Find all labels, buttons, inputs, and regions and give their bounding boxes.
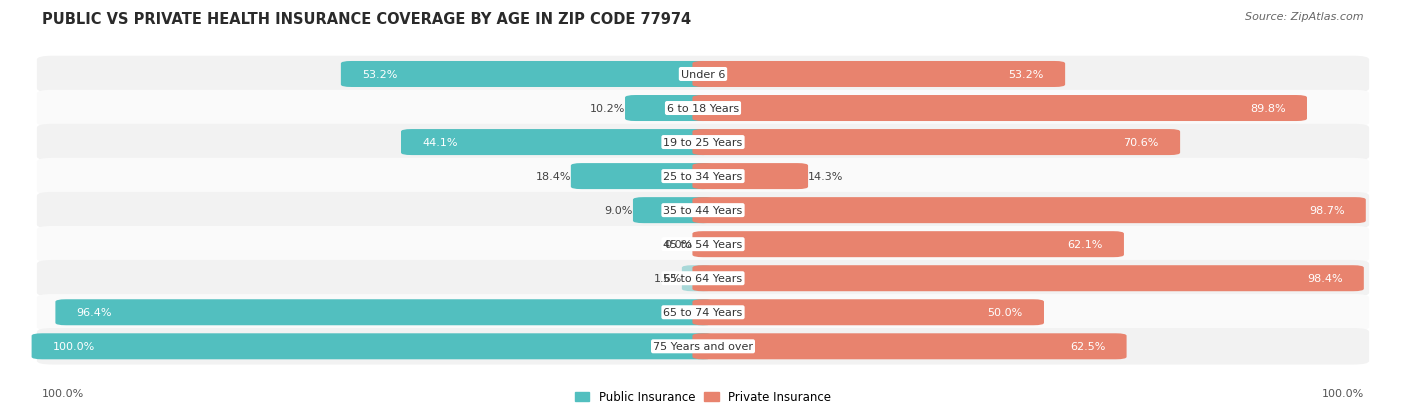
Text: 14.3%: 14.3% — [808, 172, 844, 182]
Text: 89.8%: 89.8% — [1250, 104, 1286, 114]
Text: 6 to 18 Years: 6 to 18 Years — [666, 104, 740, 114]
Text: 19 to 25 Years: 19 to 25 Years — [664, 138, 742, 148]
Text: 44.1%: 44.1% — [422, 138, 457, 148]
Text: 100.0%: 100.0% — [1322, 388, 1364, 398]
FancyBboxPatch shape — [626, 96, 714, 122]
FancyBboxPatch shape — [692, 164, 808, 190]
FancyBboxPatch shape — [37, 192, 1369, 229]
FancyBboxPatch shape — [55, 299, 714, 325]
FancyBboxPatch shape — [37, 226, 1369, 263]
Text: 1.6%: 1.6% — [654, 273, 682, 284]
Text: 9.0%: 9.0% — [605, 206, 633, 216]
Text: 62.1%: 62.1% — [1067, 240, 1102, 249]
FancyBboxPatch shape — [692, 299, 1045, 325]
Legend: Public Insurance, Private Insurance: Public Insurance, Private Insurance — [575, 390, 831, 404]
Text: 98.7%: 98.7% — [1309, 206, 1344, 216]
Text: 53.2%: 53.2% — [361, 70, 398, 80]
Text: 75 Years and over: 75 Years and over — [652, 342, 754, 351]
FancyBboxPatch shape — [37, 57, 1369, 93]
Text: 53.2%: 53.2% — [1008, 70, 1045, 80]
Text: 96.4%: 96.4% — [76, 308, 112, 318]
FancyBboxPatch shape — [37, 294, 1369, 331]
Text: 50.0%: 50.0% — [987, 308, 1022, 318]
FancyBboxPatch shape — [682, 266, 714, 292]
FancyBboxPatch shape — [37, 328, 1369, 365]
FancyBboxPatch shape — [37, 124, 1369, 161]
FancyBboxPatch shape — [37, 90, 1369, 127]
FancyBboxPatch shape — [692, 96, 1308, 122]
FancyBboxPatch shape — [37, 260, 1369, 297]
Text: 62.5%: 62.5% — [1070, 342, 1105, 351]
FancyBboxPatch shape — [633, 198, 714, 223]
FancyBboxPatch shape — [692, 198, 1365, 223]
Text: 45 to 54 Years: 45 to 54 Years — [664, 240, 742, 249]
Text: 10.2%: 10.2% — [589, 104, 626, 114]
Text: 25 to 34 Years: 25 to 34 Years — [664, 172, 742, 182]
Text: 35 to 44 Years: 35 to 44 Years — [664, 206, 742, 216]
FancyBboxPatch shape — [692, 130, 1180, 156]
FancyBboxPatch shape — [692, 232, 1123, 258]
Text: 98.4%: 98.4% — [1308, 273, 1343, 284]
Text: 18.4%: 18.4% — [536, 172, 571, 182]
FancyBboxPatch shape — [692, 266, 1364, 292]
Text: Under 6: Under 6 — [681, 70, 725, 80]
Text: 100.0%: 100.0% — [42, 388, 84, 398]
FancyBboxPatch shape — [31, 333, 714, 359]
FancyBboxPatch shape — [401, 130, 714, 156]
FancyBboxPatch shape — [37, 159, 1369, 195]
Text: 0.0%: 0.0% — [664, 240, 692, 249]
FancyBboxPatch shape — [340, 62, 714, 88]
Text: 100.0%: 100.0% — [53, 342, 96, 351]
FancyBboxPatch shape — [571, 164, 714, 190]
Text: Source: ZipAtlas.com: Source: ZipAtlas.com — [1246, 12, 1364, 22]
Text: PUBLIC VS PRIVATE HEALTH INSURANCE COVERAGE BY AGE IN ZIP CODE 77974: PUBLIC VS PRIVATE HEALTH INSURANCE COVER… — [42, 12, 692, 27]
Text: 65 to 74 Years: 65 to 74 Years — [664, 308, 742, 318]
FancyBboxPatch shape — [692, 62, 1066, 88]
Text: 55 to 64 Years: 55 to 64 Years — [664, 273, 742, 284]
FancyBboxPatch shape — [692, 333, 1126, 359]
Text: 70.6%: 70.6% — [1123, 138, 1159, 148]
